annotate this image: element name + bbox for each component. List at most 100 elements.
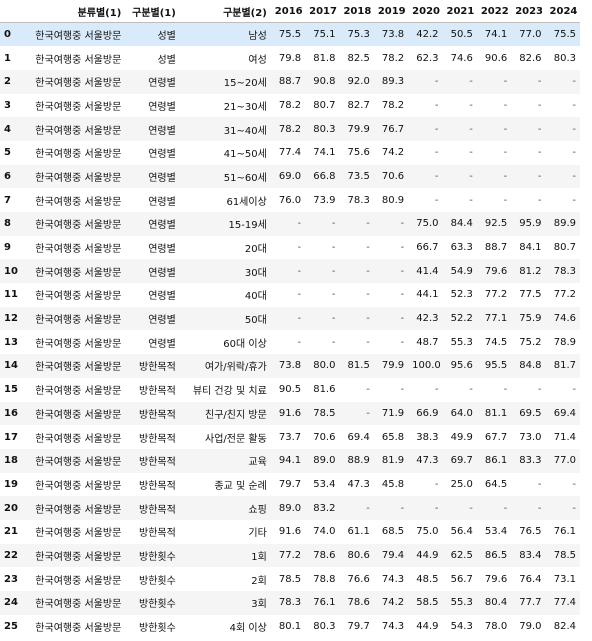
table-cell: 여성	[248, 54, 267, 66]
table-cell: -	[434, 502, 439, 514]
table-cell: 74.5	[484, 336, 508, 348]
table-cell: 63.3	[450, 242, 473, 254]
table-cell: -	[400, 242, 405, 254]
table-cell: 연령별	[148, 78, 176, 90]
table-row[interactable]: 20 한국여행중 서울방문 방한목적 쇼핑 89.0 83.2 - - - - - - -	[0, 496, 580, 520]
column-header[interactable]: 2024	[545, 0, 580, 23]
table-row[interactable]: 16 한국여행중 서울방문 방한목적 친구/친지 방문 91.6 78.5 -71.9 66.…	[0, 401, 580, 426]
table-cell: 한국여행중 서울방문	[35, 101, 122, 113]
column-header[interactable]: 2021	[442, 0, 477, 23]
row-index: 13	[4, 336, 18, 348]
table-cell: 83.2	[313, 502, 336, 514]
table-row[interactable]: 5 한국여행중 서울방문 연령별 41~50세 77.4 74.1 75.6 74.2 - - - -…	[0, 140, 580, 165]
table-cell: 51~60세	[223, 172, 267, 184]
table-cell: -	[434, 170, 439, 182]
table-row[interactable]: 18 한국여행중 서울방문 방한목적 교육 94.1 89.0 88.9 81.9 47.3 69…	[0, 448, 580, 473]
table-cell: 74.1	[484, 29, 508, 41]
table-cell: 연령별	[148, 315, 176, 327]
row-index: 19	[4, 478, 18, 490]
table-cell: -	[503, 76, 508, 88]
table-cell: 79.7	[278, 478, 302, 490]
table-cell: -	[297, 242, 302, 254]
table-cell: 60대 이상	[223, 338, 267, 350]
table-cell: 30대	[244, 267, 267, 279]
table-row[interactable]: 4 한국여행중 서울방문 연령별 31~40세 78.2 80.3 79.9 76.7 - - - -…	[0, 117, 580, 141]
table-cell: -	[503, 147, 508, 159]
table-cell: 방한목적	[139, 409, 176, 421]
table-cell: -	[297, 218, 302, 230]
table-cell: 79.9	[381, 360, 405, 372]
table-cell: 한국여행중 서울방문	[35, 315, 122, 327]
column-header[interactable]: 구분별(1)	[125, 0, 180, 23]
table-cell: 71.4	[553, 431, 576, 443]
column-header[interactable]: 2020	[408, 0, 443, 23]
table-row[interactable]: 1 한국여행중 서울방문 성별 여성 79.8 81.8 82.5 78.2 62.3 74.6 9…	[0, 46, 580, 70]
table-cell: 89.3	[381, 76, 405, 88]
table-cell: 77.2	[278, 549, 302, 561]
table-cell: 80.3	[313, 123, 336, 135]
row-index: 8	[4, 218, 11, 230]
table-cell: 56.7	[450, 573, 473, 585]
table-cell: 남성	[248, 31, 267, 43]
table-cell: 91.6	[278, 526, 302, 538]
table-row[interactable]: 14 한국여행중 서울방문 방한목적 여가/위락/휴가 73.8 80.0 81.5 79.9…	[0, 354, 580, 378]
table-cell: -	[400, 289, 405, 301]
column-header[interactable]: 분류별(1)	[20, 0, 126, 23]
table-cell: 1회	[251, 551, 267, 563]
table-cell: -	[297, 289, 302, 301]
table-row[interactable]: 11 한국여행중 서울방문 연령별 40대 - - - -44.1 52.3 77.2 77.5 77…	[0, 283, 580, 307]
column-header[interactable]: 2022	[476, 0, 512, 23]
table-cell: 연령별	[148, 196, 176, 208]
table-row[interactable]: 6 한국여행중 서울방문 연령별 51~60세 69.0 66.8 73.5 70.6 - - - -…	[0, 164, 580, 189]
column-header-index[interactable]	[0, 0, 21, 23]
column-header[interactable]: 2018	[339, 0, 374, 23]
table-cell: 74.6	[553, 313, 576, 325]
table-row[interactable]: 22 한국여행중 서울방문 방한횟수 1회 77.2 78.6 80.6 79.4 44.9 62…	[0, 543, 580, 568]
table-cell: 64.5	[484, 478, 508, 490]
table-cell: -	[434, 194, 439, 206]
table-cell: 방한횟수	[139, 551, 176, 563]
table-cell: 종교 및 순례	[214, 480, 267, 492]
table-row[interactable]: 0 한국여행중 서울방문 성별 남성 75.5 75.1 75.3 73.8 42.2 50.5 7…	[0, 22, 580, 47]
table-row[interactable]: 23 한국여행중 서울방문 방한횟수 2회 78.5 78.8 76.6 74.3 48.5 56…	[0, 567, 580, 591]
table-cell: 79.0	[519, 621, 542, 633]
table-cell: 79.7	[347, 621, 370, 633]
table-cell: 한국여행중 서울방문	[35, 409, 122, 421]
table-row[interactable]: 8 한국여행중 서울방문 연령별 15-19세 - - - -75.0 84.4 92.5 95.9…	[0, 212, 580, 236]
column-header[interactable]: 2019	[373, 0, 409, 23]
column-header[interactable]: 2017	[305, 0, 340, 23]
table-cell: 69.4	[347, 431, 370, 443]
table-cell: 52.3	[450, 289, 473, 301]
table-cell: 77.5	[519, 289, 542, 301]
table-row[interactable]: 17 한국여행중 서울방문 방한목적 사업/전문 활동 73.7 70.6 69.4 65.8…	[0, 425, 580, 449]
table-cell: -	[572, 194, 576, 206]
table-cell: -	[469, 147, 473, 159]
row-index: 4	[4, 123, 11, 135]
table-row[interactable]: 3 한국여행중 서울방문 연령별 21~30세 78.2 80.7 82.7 78.2 - - - -…	[0, 93, 580, 118]
table-cell: -	[537, 170, 542, 182]
table-row[interactable]: 21 한국여행중 서울방문 방한목적 기타 91.6 74.0 61.1 68.5 75.0 56…	[0, 519, 580, 544]
table-row[interactable]: 12 한국여행중 서울방문 연령별 50대 - - - -42.3 52.2 77.1 75.9 74…	[0, 306, 580, 331]
table-row[interactable]: 24 한국여행중 서울방문 방한횟수 3회 78.3 76.1 78.6 74.2 58.5 55…	[0, 591, 580, 615]
table-row[interactable]: 15 한국여행중 서울방문 방한목적 뷰티 건강 및 치료 90.5 81.6 - - - - - -…	[0, 377, 580, 402]
table-cell: 2회	[251, 575, 267, 587]
table-cell: 49.9	[450, 431, 473, 443]
column-header[interactable]: 2016	[270, 0, 306, 23]
table-row[interactable]: 10 한국여행중 서울방문 연령별 30대 - - - -41.4 54.9 79.6 81.2 78…	[0, 259, 580, 284]
table-cell: 70.6	[381, 170, 405, 182]
table-cell: 40대	[244, 291, 267, 303]
table-row[interactable]: 7 한국여행중 서울방문 연령별 61세이상 76.0 73.9 78.3 80.9 - - - - -	[0, 188, 580, 212]
column-header[interactable]: 2023	[511, 0, 546, 23]
table-cell: 81.7	[553, 360, 576, 372]
table-cell: 90.6	[484, 52, 508, 64]
column-header[interactable]: 구분별(2)	[179, 0, 271, 23]
table-cell: 80.4	[484, 597, 508, 609]
table-row[interactable]: 9 한국여행중 서울방문 연령별 20대 - - - -66.7 63.3 88.7 84.1 80.…	[0, 235, 580, 260]
table-cell: 86.5	[484, 549, 508, 561]
table-row[interactable]: 2 한국여행중 서울방문 연령별 15~20세 88.7 90.8 92.0 89.3 - - - -…	[0, 69, 580, 94]
table-row[interactable]: 19 한국여행중 서울방문 방한목적 종교 및 순례 79.7 53.4 47.3 45.8 -…	[0, 472, 580, 497]
table-row[interactable]: 13 한국여행중 서울방문 연령별 60대 이상 - - - -48.7 55.3 74.5 75.…	[0, 330, 580, 355]
table-cell: 한국여행중 서울방문	[35, 172, 122, 184]
table-row[interactable]: 25 한국여행중 서울방문 방한횟수 4회 이상 80.1 80.3 79.7 74.3 44.…	[0, 614, 580, 639]
table-cell: 15~20세	[223, 78, 267, 90]
